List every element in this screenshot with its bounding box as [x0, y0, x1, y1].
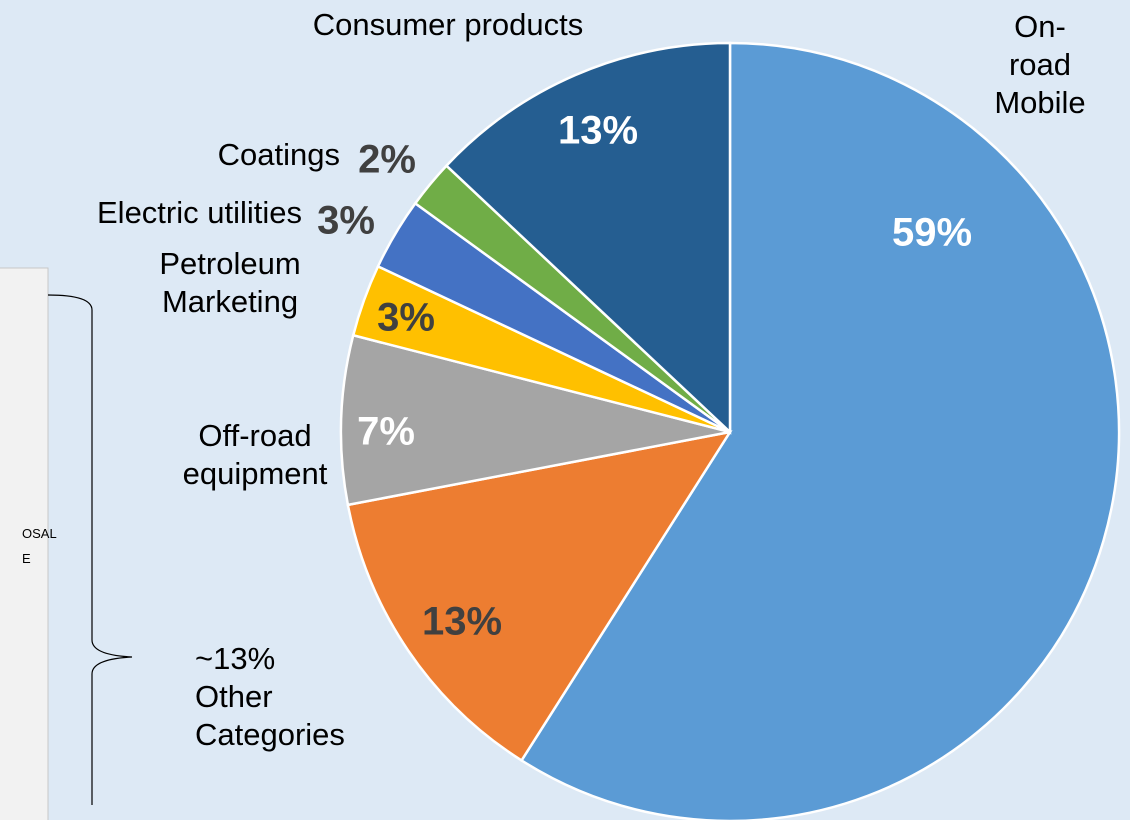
value-label: 3%	[317, 198, 375, 243]
pie-slice	[346, 430, 733, 763]
category-label: Petroleum Marketing	[159, 246, 301, 319]
pie-slice	[339, 333, 731, 507]
value-label: 3%	[377, 295, 435, 340]
category-label: Consumer products	[312, 7, 584, 42]
side-text: OSAL	[22, 526, 57, 541]
category-label: Electric utilities	[97, 195, 302, 230]
side-text: E	[22, 551, 31, 566]
category-label: Coatings	[217, 137, 340, 172]
bracket	[47, 294, 133, 805]
value-label: 59%	[891, 210, 973, 255]
value-label: 7%	[357, 409, 415, 454]
value-label: 2%	[358, 137, 416, 182]
value-label: 13%	[421, 599, 503, 644]
category-label: On-road Mobile	[994, 9, 1086, 120]
annotation: ~13% Other Categories	[195, 641, 345, 752]
category-label: Off-road equipment	[182, 418, 328, 491]
side-panel	[0, 267, 49, 820]
pie-slice	[444, 41, 732, 435]
value-label: 13%	[557, 108, 639, 153]
pie-slice	[519, 41, 1121, 820]
